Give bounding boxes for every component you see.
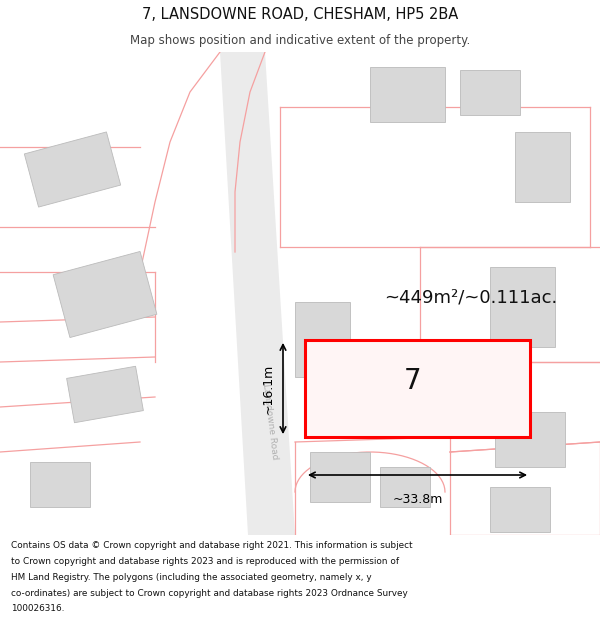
Polygon shape <box>25 132 121 207</box>
Text: ~449m²/~0.111ac.: ~449m²/~0.111ac. <box>384 289 557 307</box>
Bar <box>490 267 555 347</box>
Bar <box>495 412 565 467</box>
Text: co-ordinates) are subject to Crown copyright and database rights 2023 Ordnance S: co-ordinates) are subject to Crown copyr… <box>11 589 407 598</box>
Bar <box>305 340 530 437</box>
Text: HM Land Registry. The polygons (including the associated geometry, namely x, y: HM Land Registry. The polygons (includin… <box>11 572 371 582</box>
Bar <box>490 487 550 532</box>
Text: ~33.8m: ~33.8m <box>392 493 443 506</box>
Bar <box>295 302 350 377</box>
Polygon shape <box>53 251 157 338</box>
Bar <box>460 70 520 115</box>
Text: Lansdowne Road: Lansdowne Road <box>261 384 279 461</box>
Bar <box>310 452 370 502</box>
Bar <box>515 132 570 202</box>
Text: 7: 7 <box>404 367 422 395</box>
Text: 100026316.: 100026316. <box>11 604 64 613</box>
Polygon shape <box>220 52 295 535</box>
Bar <box>360 382 410 417</box>
Bar <box>30 462 90 507</box>
Text: to Crown copyright and database rights 2023 and is reproduced with the permissio: to Crown copyright and database rights 2… <box>11 557 399 566</box>
Bar <box>370 67 445 122</box>
Text: Contains OS data © Crown copyright and database right 2021. This information is : Contains OS data © Crown copyright and d… <box>11 541 412 550</box>
Bar <box>380 467 430 507</box>
Polygon shape <box>67 366 143 423</box>
Text: 7, LANSDOWNE ROAD, CHESHAM, HP5 2BA: 7, LANSDOWNE ROAD, CHESHAM, HP5 2BA <box>142 7 458 22</box>
Text: Map shows position and indicative extent of the property.: Map shows position and indicative extent… <box>130 34 470 47</box>
Text: ~16.1m: ~16.1m <box>262 363 275 414</box>
